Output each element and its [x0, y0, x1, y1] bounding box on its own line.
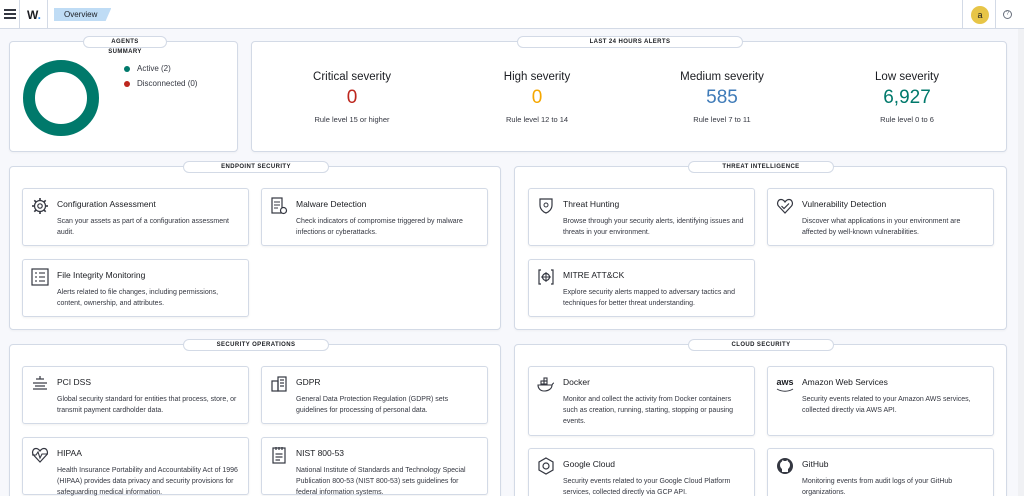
panel-title: CLOUD SECURITY — [688, 339, 834, 351]
card-title: File Integrity Monitoring — [57, 270, 146, 280]
card-threat-hunting[interactable]: Threat Hunting Browse through your secur… — [528, 188, 755, 246]
card-description: Security events related to your Amazon A… — [802, 396, 971, 414]
card-description: Security events related to your Google C… — [563, 478, 731, 496]
card-title: Google Cloud — [563, 459, 615, 469]
agents-summary-panel: AGENTS SUMMARY Active (2) Disconnected (… — [9, 36, 238, 152]
agents-donut-chart[interactable] — [22, 59, 100, 137]
card-description: Browse through your security alerts, ide… — [563, 218, 744, 236]
endpoint-security-panel: ENDPOINT SECURITY Configuration Assessme… — [9, 161, 501, 330]
card-title: Malware Detection — [296, 199, 367, 209]
panel-title: LAST 24 HOURS ALERTS — [517, 36, 743, 48]
card-description: Scan your assets as part of a configurat… — [57, 218, 229, 236]
card-description: Health Insurance Portability and Account… — [57, 467, 238, 496]
card-description: Alerts related to file changes, includin… — [57, 289, 219, 307]
threat-intelligence-panel: THREAT INTELLIGENCE Threat Hunting Brows… — [514, 161, 1007, 330]
avatar[interactable]: a — [971, 6, 989, 24]
card-title: NIST 800-53 — [296, 448, 345, 458]
security-operations-panel: SECURITY OPERATIONS PCI DSS Global secur… — [9, 339, 501, 496]
card-description: National Institute of Standards and Tech… — [296, 467, 466, 496]
heart-check-icon — [777, 198, 793, 214]
card-pci-dss[interactable]: PCI DSS Global security standard for ent… — [22, 366, 249, 424]
card-description: Discover what applications in your envir… — [802, 218, 961, 236]
card-title: Vulnerability Detection — [802, 199, 887, 209]
help-icon[interactable]: ? — [1003, 10, 1012, 19]
card-description: Monitor and collect the activity from Do… — [563, 396, 734, 425]
menu-icon[interactable] — [4, 9, 16, 19]
list-icon — [31, 268, 49, 286]
card-title: Amazon Web Services — [802, 377, 888, 387]
card-google-cloud[interactable]: Google Cloud Security events related to … — [528, 448, 755, 496]
document-gear-icon — [271, 197, 288, 215]
top-bar: W. Overview a ? — [0, 0, 1024, 29]
gear-icon — [32, 198, 48, 214]
divider — [19, 0, 20, 29]
active-dot — [124, 66, 130, 72]
card-configuration-assessment[interactable]: Configuration Assessment Scan your asset… — [22, 188, 249, 246]
shield-icon — [539, 198, 553, 214]
disconnected-dot — [124, 81, 130, 87]
cloud-security-panel: CLOUD SECURITY Docker Monitor and collec… — [514, 339, 1007, 496]
legend-active[interactable]: Active (2) — [137, 64, 171, 73]
card-vulnerability-detection[interactable]: Vulnerability Detection Discover what ap… — [767, 188, 994, 246]
docker-icon — [537, 377, 555, 392]
card-description: Global security standard for entities th… — [57, 396, 237, 414]
medium-severity-stat[interactable]: Medium severity 585 Rule level 7 to 11 — [680, 71, 764, 124]
card-description: Monitoring events from audit logs of you… — [802, 478, 953, 496]
app-logo[interactable]: W. — [27, 8, 42, 22]
aws-icon: aws — [776, 375, 794, 393]
card-file-integrity-monitoring[interactable]: File Integrity Monitoring Alerts related… — [22, 259, 249, 317]
card-title: Docker — [563, 377, 590, 387]
card-title: PCI DSS — [57, 377, 92, 387]
heart-pulse-icon — [32, 447, 48, 463]
divider — [47, 0, 48, 29]
building-icon — [271, 376, 287, 392]
card-description: Check indicators of compromise triggered… — [296, 218, 463, 236]
card-gdpr[interactable]: GDPR General Data Protection Regulation … — [261, 366, 488, 424]
panel-title: THREAT INTELLIGENCE — [688, 161, 834, 173]
card-description: Explore security alerts mapped to advers… — [563, 289, 735, 307]
card-title: Configuration Assessment — [57, 199, 156, 209]
divider — [962, 0, 963, 29]
card-title: MITRE ATT&CK — [563, 270, 625, 280]
legend-disconnected[interactable]: Disconnected (0) — [137, 79, 198, 88]
low-severity-stat[interactable]: Low severity 6,927 Rule level 0 to 6 — [875, 71, 939, 124]
card-malware-detection[interactable]: Malware Detection Check indicators of co… — [261, 188, 488, 246]
layers-icon — [33, 376, 47, 390]
card-title: GDPR — [296, 377, 321, 387]
donut-active-segment[interactable] — [23, 60, 99, 136]
panel-title: AGENTS SUMMARY — [83, 36, 167, 55]
notebook-icon — [272, 447, 286, 464]
card-title: HIPAA — [57, 448, 82, 458]
card-docker[interactable]: Docker Monitor and collect the activity … — [528, 366, 755, 436]
card-mitre-attack[interactable]: MITRE ATT&CK Explore security alerts map… — [528, 259, 755, 317]
alerts-panel: LAST 24 HOURS ALERTS Critical severity 0… — [251, 36, 1007, 152]
panel-title: ENDPOINT SECURITY — [183, 161, 329, 173]
critical-severity-stat[interactable]: Critical severity 0 Rule level 15 or hig… — [313, 71, 391, 124]
card-github[interactable]: GitHub Monitoring events from audit logs… — [767, 448, 994, 496]
card-amazon-web-services[interactable]: aws Amazon Web Services Security events … — [767, 366, 994, 436]
github-icon — [777, 458, 793, 474]
card-title: Threat Hunting — [563, 199, 620, 209]
panel-title: SECURITY OPERATIONS — [183, 339, 329, 351]
high-severity-stat[interactable]: High severity 0 Rule level 12 to 14 — [503, 71, 571, 124]
breadcrumb-overview[interactable]: Overview — [54, 8, 112, 21]
card-description: General Data Protection Regulation (GDPR… — [296, 396, 449, 414]
divider — [995, 0, 996, 29]
google-cloud-icon — [538, 457, 554, 475]
card-title: GitHub — [802, 459, 829, 469]
card-hipaa[interactable]: HIPAA Health Insurance Portability and A… — [22, 437, 249, 496]
page-scrollbar[interactable] — [1018, 29, 1024, 496]
crosshair-icon — [538, 269, 554, 285]
card-nist-800-53[interactable]: NIST 800-53 National Institute of Standa… — [261, 437, 488, 496]
